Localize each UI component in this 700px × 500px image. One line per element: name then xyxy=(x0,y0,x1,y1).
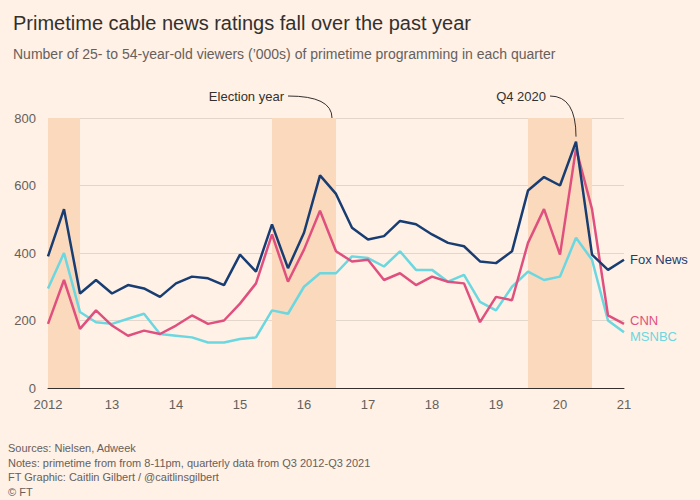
svg-text:800: 800 xyxy=(14,111,36,126)
svg-text:20: 20 xyxy=(553,397,567,412)
svg-text:Number of 25- to 54-year-old v: Number of 25- to 54-year-old viewers (’0… xyxy=(13,46,556,62)
svg-text:Sources: Nielsen, Adweek: Sources: Nielsen, Adweek xyxy=(8,442,136,454)
svg-text:Primetime cable news ratings f: Primetime cable news ratings fall over t… xyxy=(13,12,471,34)
svg-text:15: 15 xyxy=(233,397,247,412)
svg-text:18: 18 xyxy=(425,397,439,412)
svg-text:200: 200 xyxy=(14,313,36,328)
svg-text:21: 21 xyxy=(617,397,631,412)
svg-text:MSNBC: MSNBC xyxy=(630,329,677,344)
svg-text:2012: 2012 xyxy=(34,397,63,412)
svg-text:0: 0 xyxy=(29,381,36,396)
svg-text:400: 400 xyxy=(14,246,36,261)
svg-text:600: 600 xyxy=(14,178,36,193)
svg-text:CNN: CNN xyxy=(630,313,658,328)
svg-text:13: 13 xyxy=(105,397,119,412)
svg-text:14: 14 xyxy=(169,397,183,412)
svg-text:Fox News: Fox News xyxy=(630,252,688,267)
svg-text:17: 17 xyxy=(361,397,375,412)
svg-text:FT Graphic: Caitlin Gilbert /: FT Graphic: Caitlin Gilbert / @caitlinsg… xyxy=(8,471,219,483)
svg-text:19: 19 xyxy=(489,397,503,412)
svg-text:16: 16 xyxy=(297,397,311,412)
svg-text:Q4 2020: Q4 2020 xyxy=(496,89,546,104)
svg-text:© FT: © FT xyxy=(8,486,33,498)
svg-text:Notes: primetime from from 8-1: Notes: primetime from from 8-11pm, quart… xyxy=(8,457,370,469)
svg-text:Election year: Election year xyxy=(209,89,285,104)
